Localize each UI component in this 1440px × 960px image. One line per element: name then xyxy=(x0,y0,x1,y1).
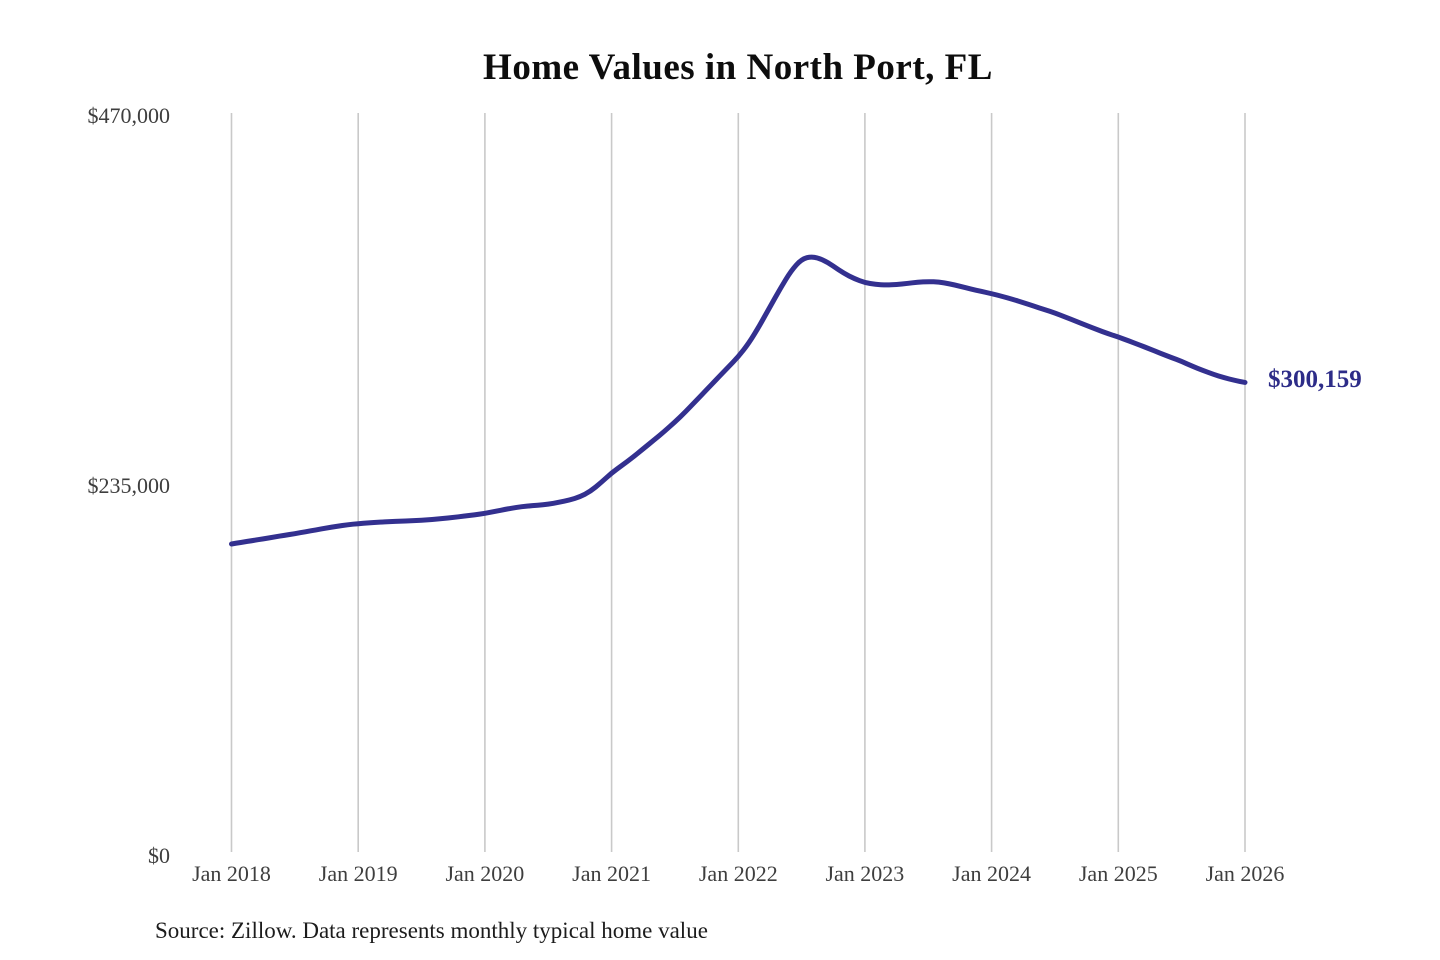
x-tick-label: Jan 2023 xyxy=(825,861,904,886)
current-value-label: $300,159 xyxy=(1268,366,1362,394)
source-note: Source: Zillow. Data represents monthly … xyxy=(155,918,708,943)
x-tick-label: Jan 2018 xyxy=(192,861,271,886)
x-tick-label: Jan 2024 xyxy=(952,861,1031,886)
x-tick-label: Jan 2020 xyxy=(445,861,524,886)
y-tick-label: $235,000 xyxy=(88,473,171,498)
home-value-line-series xyxy=(229,254,1248,547)
x-tick-label: Jan 2019 xyxy=(319,861,398,886)
y-tick-label: $0 xyxy=(148,843,170,868)
x-tick-label: Jan 2026 xyxy=(1206,861,1285,886)
x-tick-label: Jan 2021 xyxy=(572,861,651,886)
x-tick-label: Jan 2025 xyxy=(1079,861,1158,886)
chart-title: Home Values in North Port, FL xyxy=(483,47,993,88)
x-tick-label: Jan 2022 xyxy=(699,861,778,886)
y-tick-label: $470,000 xyxy=(88,103,171,128)
